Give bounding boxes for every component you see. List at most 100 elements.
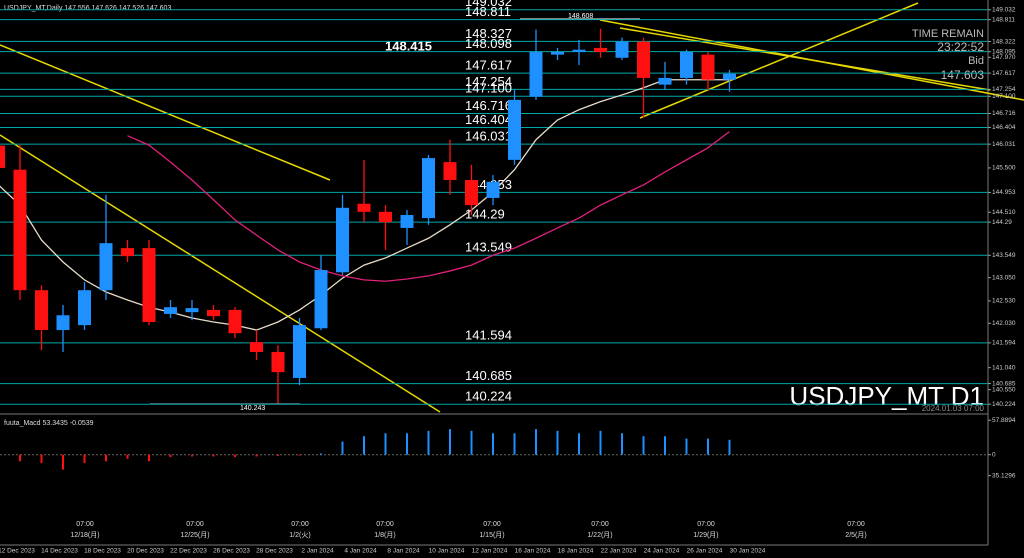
candle-body (486, 181, 500, 198)
level-label: 147.254 (465, 74, 512, 89)
trendline (0, 44, 331, 181)
candle-body (185, 308, 199, 313)
chart-title: USDJPY_MT,Daily 147.556 147.626 147.526 … (4, 5, 171, 12)
session-date: 1/2(火) (289, 531, 310, 539)
y-tick-label: 147.970 (992, 54, 1016, 61)
candle-body (701, 54, 715, 80)
y-tick-label: 147.100 (992, 93, 1016, 100)
macd-bar (556, 430, 559, 455)
macd-bar (148, 454, 150, 462)
x-tick-label: 28 Dec 2023 (256, 548, 293, 555)
candle-body (228, 309, 242, 334)
candle-body (658, 77, 672, 85)
watermark-date: 2024.01.03 07:00 (922, 404, 985, 413)
x-tick-label: 30 Jan 2024 (730, 548, 766, 555)
macd-bar (642, 436, 645, 455)
macd-bar (363, 436, 365, 455)
level-label: 141.594 (465, 327, 512, 342)
macd-bar (621, 433, 623, 455)
trendline (639, 2, 919, 119)
macd-bar (234, 454, 236, 458)
candle-body (551, 51, 564, 55)
level-label: 144.29 (465, 207, 505, 222)
level-label: 148.098 (465, 36, 512, 51)
macd-bar (277, 454, 279, 456)
macd-bar (83, 454, 86, 464)
bid: 147.603 (941, 68, 985, 82)
time-remain: 23:22:52 (937, 40, 984, 54)
y-tick-label: 57.8894 (992, 417, 1016, 424)
x-tick-label: 16 Jan 2024 (515, 548, 551, 555)
candle-body (35, 290, 48, 331)
candle-body (465, 180, 478, 206)
price-label: 148.415 (385, 38, 432, 53)
y-tick-label: 146.031 (992, 141, 1016, 148)
macd-bar (406, 433, 408, 455)
y-tick-label: 148.095 (992, 48, 1016, 55)
x-tick-label: 24 Jan 2024 (644, 548, 680, 555)
level-label: 146.716 (465, 98, 512, 113)
macd-bar (728, 439, 731, 455)
macd-bar (685, 438, 688, 455)
x-tick-label: 12 Jan 2024 (472, 548, 508, 555)
y-tick-label: 143.549 (992, 252, 1016, 259)
y-tick-label: 148.811 (992, 16, 1015, 23)
candle-body (78, 290, 91, 326)
moving-average (127, 131, 730, 282)
y-tick-label: 145.500 (992, 165, 1016, 172)
y-tick-label: 144.953 (992, 189, 1016, 196)
y-tick-label: 142.530 (992, 298, 1016, 305)
bid-label: Bid (968, 55, 984, 67)
level-label: 140.224 (465, 389, 512, 404)
y-tick-label: 142.030 (992, 320, 1016, 327)
macd-bar (255, 454, 258, 457)
level-label: 140.685 (465, 368, 512, 383)
candle-body (680, 51, 693, 78)
y-tick-label: 141.040 (992, 364, 1016, 371)
y-tick-label: 141.594 (992, 340, 1016, 347)
session-time: 07:00 (186, 521, 204, 528)
y-tick-label: 140.224 (992, 401, 1016, 408)
candle-body (637, 41, 650, 78)
macd-bar (513, 433, 516, 455)
y-tick-label: 140.550 (992, 386, 1016, 393)
level-label: 148.811 (465, 4, 511, 19)
x-tick-label: 20 Dec 2023 (127, 548, 164, 555)
macd-bar (341, 441, 344, 455)
trendline (0, 134, 441, 413)
macd-bar (578, 433, 580, 455)
x-tick-label: 8 Jan 2024 (387, 548, 420, 555)
macd-bar (492, 433, 494, 455)
high-label: 148.608 (568, 13, 593, 20)
macd-bar (40, 454, 43, 464)
macd-bar (212, 454, 215, 457)
macd-bar (19, 454, 21, 462)
x-tick-label: 18 Jan 2024 (558, 548, 594, 555)
x-tick-label: 2 Jan 2024 (301, 548, 334, 555)
macd-bar (105, 454, 107, 462)
macd-bar (126, 454, 129, 459)
macd-bar (384, 433, 387, 455)
session-time: 07:00 (591, 521, 609, 528)
x-tick-label: 10 Jan 2024 (429, 548, 465, 555)
session-date: 1/8(月) (374, 531, 395, 539)
candle-body (572, 49, 586, 52)
x-tick-label: 26 Jan 2024 (687, 548, 723, 555)
y-tick-label: 148.322 (992, 38, 1016, 45)
candle-body (529, 51, 543, 97)
x-tick-label: 18 Dec 2023 (84, 548, 121, 555)
macd-bar (169, 454, 172, 458)
session-time: 07:00 (291, 521, 309, 528)
candle-body (422, 158, 435, 219)
candle-body (615, 41, 629, 58)
macd-bar (298, 454, 301, 456)
moving-average (0, 79, 730, 331)
y-tick-label: 146.404 (992, 124, 1016, 131)
macd-bar (427, 430, 430, 455)
session-date: 2/5(月) (845, 531, 866, 539)
candle-body (400, 214, 414, 228)
candle-body (207, 309, 220, 317)
